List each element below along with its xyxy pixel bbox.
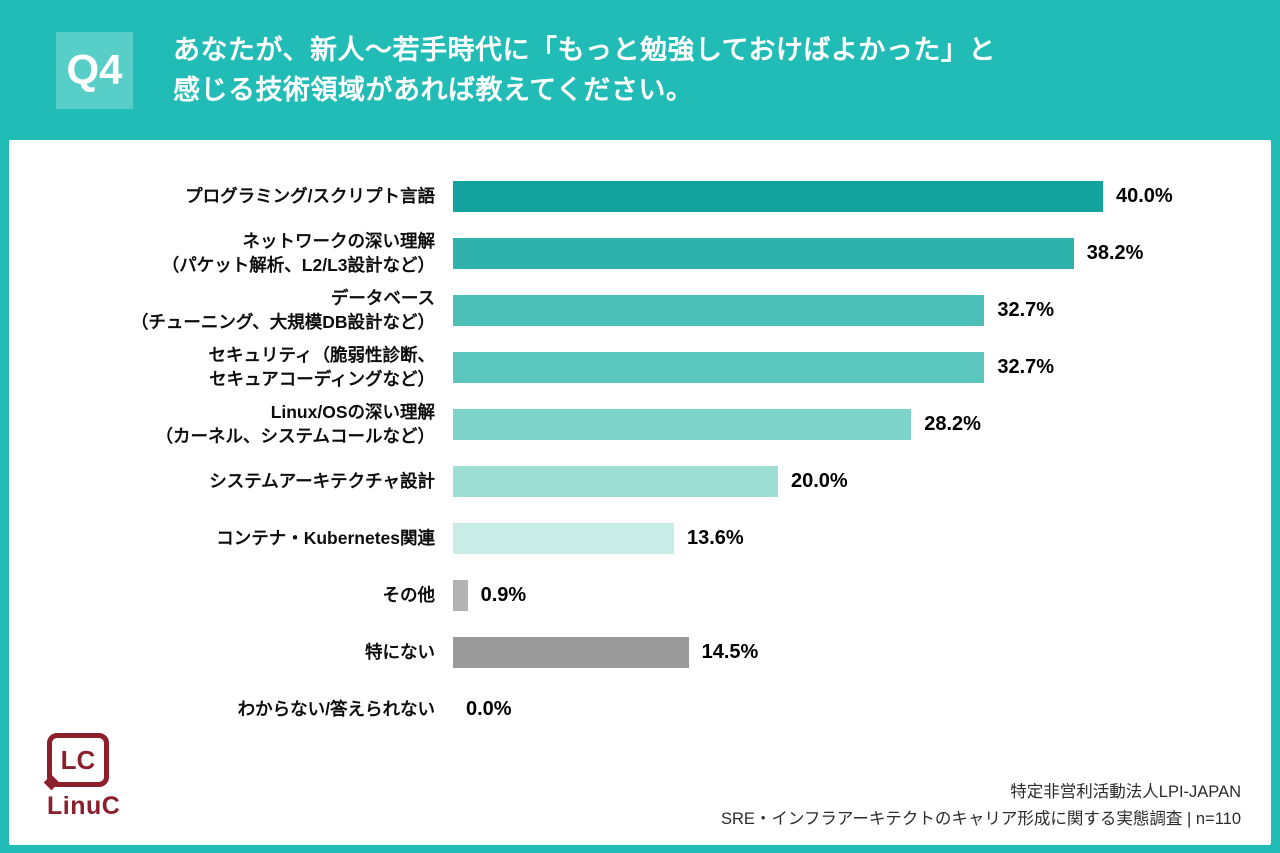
chart-row: セキュリティ（脆弱性診断、 セキュアコーディングなど） 32.7% bbox=[9, 339, 1271, 396]
question-header: Q4 あなたが、新人〜若手時代に「もっと勉強しておけばよかった」と 感じる技術領… bbox=[0, 0, 1280, 140]
chart-row: Linux/OSの深い理解 （カーネル、システムコールなど） 28.2% bbox=[9, 396, 1271, 453]
question-badge: Q4 bbox=[56, 31, 133, 109]
bar-track: 20.0% bbox=[453, 453, 1271, 510]
category-label: データベース （チューニング、大規模DB設計など） bbox=[130, 287, 435, 332]
bar-track: 0.9% bbox=[453, 567, 1271, 624]
value-label: 13.6% bbox=[687, 527, 744, 549]
chart-row: コンテナ・Kubernetes関連 13.6% bbox=[9, 510, 1271, 567]
category-label: その他 bbox=[382, 584, 436, 605]
chart-row: 特にない 14.5% bbox=[9, 624, 1271, 681]
value-label: 32.7% bbox=[997, 299, 1055, 321]
source-org: 特定非営利活動法人LPI-JAPAN bbox=[1010, 782, 1241, 801]
source-note: 特定非営利活動法人LPI-JAPAN SRE・インフラアーキテクトのキャリア形成… bbox=[721, 779, 1241, 833]
linuc-logo-name: LinuC bbox=[47, 792, 121, 820]
bar bbox=[453, 580, 468, 611]
chart-row: その他 0.9% bbox=[9, 567, 1271, 624]
chart-row: わからない/答えられない 0.0% bbox=[9, 681, 1271, 738]
bar bbox=[453, 352, 985, 383]
bar-track: 14.5% bbox=[453, 624, 1271, 681]
chart-row: ネットワークの深い理解 （パケット解析、L2/L3設計など） 38.2% bbox=[9, 225, 1271, 282]
question-title-line2: 感じる技術領域があれば教えてください。 bbox=[173, 75, 694, 105]
bar bbox=[453, 295, 985, 326]
bar-track: 0.0% bbox=[453, 681, 1271, 738]
bar bbox=[453, 181, 1103, 212]
value-label: 14.5% bbox=[701, 641, 759, 663]
question-title-line1: あなたが、新人〜若手時代に「もっと勉強しておけばよかった」と bbox=[173, 34, 996, 65]
bar bbox=[453, 637, 689, 668]
bar bbox=[453, 238, 1074, 269]
bar-track: 32.7% bbox=[453, 339, 1271, 396]
category-label: 特にない bbox=[365, 641, 435, 662]
category-label: コンテナ・Kubernetes関連 bbox=[216, 527, 435, 548]
category-label: セキュリティ（脆弱性診断、 セキュアコーディングなど） bbox=[208, 344, 435, 389]
value-label: 40.0% bbox=[1116, 185, 1173, 207]
bar-track: 32.7% bbox=[453, 282, 1271, 339]
bar bbox=[453, 523, 674, 554]
value-label: 0.9% bbox=[480, 584, 527, 606]
category-label: プログラミング/スクリプト言語 bbox=[185, 185, 435, 206]
bar bbox=[453, 466, 778, 497]
bar-track: 28.2% bbox=[453, 396, 1271, 453]
source-survey: SRE・インフラアーキテクトのキャリア形成に関する実態調査 | n=110 bbox=[720, 809, 1241, 828]
linuc-logo-mark: LC bbox=[47, 733, 109, 787]
question-title: あなたが、新人〜若手時代に「もっと勉強しておけばよかった」と 感じる技術領域があ… bbox=[173, 30, 996, 111]
value-label: 28.2% bbox=[924, 413, 981, 435]
category-label: わからない/答えられない bbox=[237, 698, 435, 719]
chart-row: プログラミング/スクリプト言語 40.0% bbox=[9, 168, 1271, 225]
bar-track: 38.2% bbox=[453, 225, 1271, 282]
value-label: 38.2% bbox=[1086, 242, 1144, 264]
bar bbox=[453, 409, 912, 440]
chart-row: システムアーキテクチャ設計 20.0% bbox=[9, 453, 1271, 510]
category-label: ネットワークの深い理解 （パケット解析、L2/L3設計など） bbox=[161, 230, 435, 275]
value-label: 20.0% bbox=[791, 470, 848, 492]
linuc-logo: LC LinuC bbox=[47, 733, 120, 821]
bar-chart: プログラミング/スクリプト言語 40.0% ネットワークの深い理解 （パケット解析、L… bbox=[9, 168, 1271, 738]
chart-row: データベース （チューニング、大規模DB設計など） 32.7% bbox=[9, 282, 1271, 339]
chart-card: プログラミング/スクリプト言語 40.0% ネットワークの深い理解 （パケット解析、L… bbox=[9, 140, 1271, 845]
category-label: Linux/OSの深い理解 （カーネル、システムコールなど） bbox=[155, 401, 435, 446]
category-label: システムアーキテクチャ設計 bbox=[209, 470, 435, 491]
value-label: 0.0% bbox=[466, 698, 512, 720]
bar-track: 13.6% bbox=[453, 510, 1271, 567]
value-label: 32.7% bbox=[997, 356, 1055, 378]
bar-track: 40.0% bbox=[453, 168, 1271, 225]
